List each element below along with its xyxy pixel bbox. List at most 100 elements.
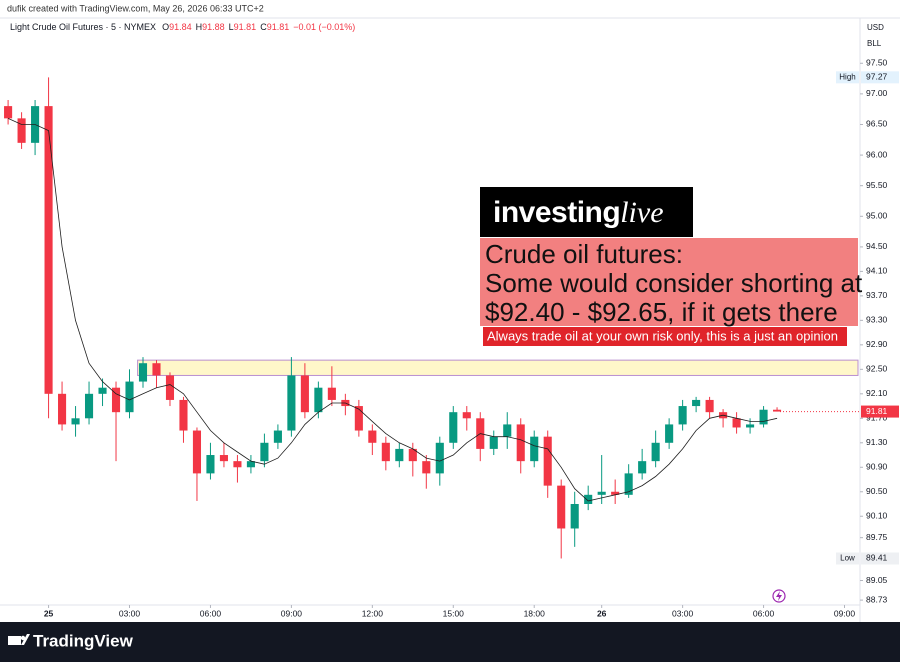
credit: dufik created with TradingView.com, May …: [7, 3, 264, 13]
candle-body: [489, 436, 498, 449]
candle-body: [584, 494, 593, 504]
x-tick-label: 06:00: [200, 608, 222, 618]
candle-body: [503, 424, 512, 437]
candle-body: [530, 436, 539, 462]
y-tick-label: 90.90: [866, 462, 888, 472]
x-tick-label: 09:00: [834, 608, 856, 618]
candle-body: [327, 387, 336, 400]
icon-ring: [772, 589, 786, 603]
candle-body: [773, 409, 782, 412]
candle-body: [273, 430, 282, 443]
marker-price-box: [861, 71, 899, 84]
y-tick-label: 93.70: [866, 290, 888, 300]
y-tick-label: 96.00: [866, 149, 888, 159]
marker-label-box: [836, 71, 859, 84]
currency: USD: [867, 23, 884, 32]
candle-body: [58, 393, 67, 425]
candle-body: [759, 409, 768, 425]
x-tick-label: 06:00: [753, 608, 775, 618]
candle-body: [260, 442, 269, 462]
candle-body: [179, 399, 188, 431]
x-tick-label: 03:00: [119, 608, 141, 618]
x-tick-label: 12:00: [362, 608, 384, 618]
y-tick-label: 97.00: [866, 88, 888, 98]
candle-body: [435, 442, 444, 474]
candle-body: [611, 491, 620, 495]
logo-mark: [21, 634, 30, 645]
candle-body: [138, 363, 148, 382]
y-tick-label: 89.05: [866, 575, 888, 585]
candle-body: [381, 442, 390, 462]
candle-body: [570, 503, 579, 529]
disclaimer-box: [483, 327, 847, 346]
lightning-icon: [772, 589, 786, 603]
candle-body: [705, 399, 714, 413]
candle-body: [732, 418, 741, 428]
last-price-label: 91.81: [866, 406, 888, 416]
annotation-line: Some would consider shorting at: [485, 268, 863, 298]
x-tick-label: 15:00: [443, 608, 465, 618]
candle-body: [287, 375, 296, 431]
candle-body: [516, 424, 525, 462]
logo: investinglive: [493, 196, 664, 229]
annotation-line: $92.40 - $92.65, if it gets there: [485, 297, 838, 327]
brand: TradingView: [33, 631, 134, 650]
candle-body: [422, 461, 431, 474]
candle-body: [84, 393, 94, 419]
y-tick-label: 90.50: [866, 486, 888, 496]
y-tick-label: 89.75: [866, 532, 888, 542]
candle-body: [219, 455, 228, 462]
candle-body: [651, 442, 660, 462]
moving-average: [7, 118, 778, 502]
candle-body: [449, 412, 458, 443]
candle-body: [557, 485, 566, 529]
candle-body: [165, 375, 175, 400]
marker-price: 89.41: [866, 553, 888, 563]
ohlc-value: 91.81: [234, 22, 257, 32]
brand-logo: [8, 634, 30, 645]
candle-body: [233, 461, 242, 468]
candle-body: [638, 461, 647, 474]
marker-price-box: [861, 552, 899, 565]
marker-label-box: [836, 552, 859, 565]
y-tick-label: 95.00: [866, 211, 888, 221]
candle-body: [395, 448, 404, 462]
y-tick-label: 96.50: [866, 119, 888, 129]
candle-body: [597, 491, 606, 495]
logo-mark: [8, 636, 21, 645]
unit: BLL: [867, 39, 882, 48]
candle-body: [408, 448, 417, 462]
candle-body: [98, 387, 107, 394]
candle-body: [44, 106, 53, 394]
x-tick-label: 18:00: [524, 608, 546, 618]
candle-body: [206, 455, 215, 474]
symbol: Light Crude Oil Futures · 5 · NYMEX: [10, 22, 156, 32]
y-tick-label: 92.10: [866, 388, 888, 398]
y-tick-label: 92.50: [866, 364, 888, 374]
footer: [0, 622, 900, 662]
logo-mark: [20, 635, 26, 641]
y-tick-label: 94.50: [866, 241, 888, 251]
candle-body: [678, 406, 687, 425]
candle-body: [746, 424, 755, 428]
disclaimer: Always trade oil at your own risk only, …: [487, 328, 838, 343]
y-tick-label: 91.30: [866, 437, 888, 447]
last-price-box: [861, 405, 899, 418]
candle-body: [246, 461, 255, 468]
y-tick-label: 94.10: [866, 266, 888, 276]
y-tick-label: 93.30: [866, 315, 888, 325]
ohlc-label: O: [162, 22, 169, 32]
icon-bolt: [776, 591, 782, 601]
annotation-line: Crude oil futures:: [485, 239, 683, 269]
x-tick-label: 26: [597, 608, 607, 618]
change: −0.01 (−0.01%): [293, 22, 355, 32]
candle-body: [71, 418, 80, 425]
annotation-box: [480, 238, 858, 326]
marker-label: Low: [840, 554, 855, 563]
symbol-legend: Light Crude Oil Futures · 5 · NYMEX O 91.8…: [10, 22, 355, 32]
candle-body: [17, 118, 26, 143]
x-tick-label: 03:00: [672, 608, 694, 618]
ohlc-label: H: [196, 22, 203, 32]
candle-body: [462, 412, 471, 419]
logo-main: investing: [493, 196, 620, 229]
